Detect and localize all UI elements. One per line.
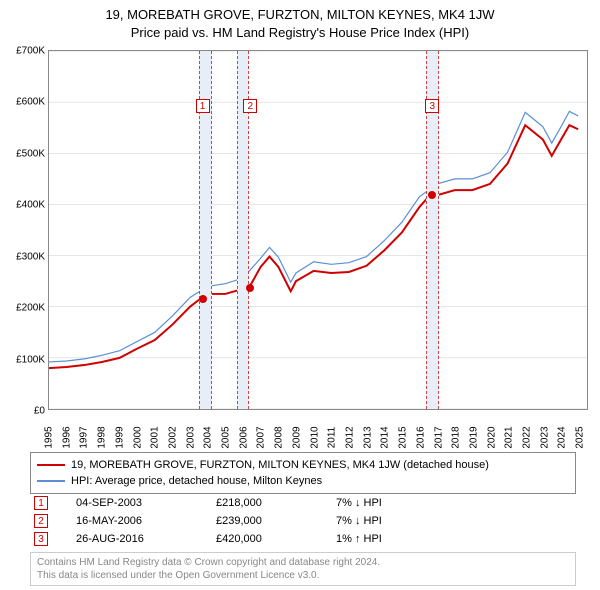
marker-delta: 7% ↓ HPI [336,515,382,527]
marker-table-row: 2 16-MAY-2006£239,0007% ↓ HPI [30,512,576,530]
x-tick-label: 2002 [167,423,178,453]
x-tick-label: 2020 [486,423,497,453]
x-tick-label: 2011 [327,423,338,453]
x-tick-label: 2001 [150,423,161,453]
marker-delta: 7% ↓ HPI [336,497,382,509]
marker-price: £420,000 [216,533,336,545]
x-tick-label: 1999 [114,423,125,453]
y-tick-label: £100K [5,354,45,365]
marker-num-box: 2 [34,514,48,528]
x-tick-label: 2023 [539,423,550,453]
x-tick-label: 2008 [274,423,285,453]
event-dot [428,191,436,199]
x-tick-label: 2014 [380,423,391,453]
event-dot [246,284,254,292]
title-line2: Price paid vs. HM Land Registry's House … [0,24,600,42]
marker-date: 04-SEP-2003 [76,497,216,509]
marker-price: £239,000 [216,515,336,527]
legend-row: 19, MOREBATH GROVE, FURZTON, MILTON KEYN… [37,457,569,473]
marker-delta: 1% ↑ HPI [336,533,382,545]
marker-num-box: 3 [34,532,48,546]
marker-date: 16-MAY-2006 [76,515,216,527]
chart-container: 19, MOREBATH GROVE, FURZTON, MILTON KEYN… [0,0,600,590]
markers-table: 1 04-SEP-2003£218,0007% ↓ HPI 2 16-MAY-2006… [30,494,576,548]
x-tick-label: 2019 [468,423,479,453]
x-tick-label: 2000 [132,423,143,453]
event-marker-box: 2 [243,99,257,113]
x-tick-label: 2015 [398,423,409,453]
event-marker-box: 1 [196,99,210,113]
x-tick-label: 2005 [221,423,232,453]
y-tick-label: £500K [5,148,45,159]
legend-label: HPI: Average price, detached house, Milt… [71,475,322,487]
event-dot [199,295,207,303]
x-tick-label: 2024 [557,423,568,453]
legend-label: 19, MOREBATH GROVE, FURZTON, MILTON KEYN… [71,459,489,471]
x-tick-label: 2006 [238,423,249,453]
legend-swatch [37,464,65,466]
x-tick-label: 1996 [61,423,72,453]
chart-svg [49,51,587,409]
marker-price: £218,000 [216,497,336,509]
y-tick-label: £200K [5,303,45,314]
x-tick-label: 2009 [291,423,302,453]
y-tick-label: £700K [5,46,45,57]
event-marker-box: 3 [425,99,439,113]
chart-plot-area: £0£100K£200K£300K£400K£500K£600K£700K199… [48,50,588,410]
title-line1: 19, MOREBATH GROVE, FURZTON, MILTON KEYN… [0,6,600,24]
x-tick-label: 2021 [504,423,515,453]
x-tick-label: 2017 [433,423,444,453]
x-tick-label: 2012 [344,423,355,453]
x-tick-label: 2013 [362,423,373,453]
marker-num-box: 1 [34,496,48,510]
x-tick-label: 2010 [309,423,320,453]
legend-swatch [37,480,65,481]
marker-table-row: 3 26-AUG-2016£420,0001% ↑ HPI [30,530,576,548]
y-tick-label: £300K [5,251,45,262]
footer-line2: This data is licensed under the Open Gov… [37,569,569,582]
x-tick-label: 1997 [79,423,90,453]
x-tick-label: 1998 [97,423,108,453]
x-tick-label: 2022 [522,423,533,453]
y-tick-label: £600K [5,97,45,108]
series-hpi [49,111,578,362]
legend: 19, MOREBATH GROVE, FURZTON, MILTON KEYN… [30,452,576,494]
y-tick-label: £0 [5,406,45,417]
x-tick-label: 2018 [451,423,462,453]
footer: Contains HM Land Registry data © Crown c… [30,552,576,586]
marker-table-row: 1 04-SEP-2003£218,0007% ↓ HPI [30,494,576,512]
x-tick-label: 2025 [575,423,586,453]
x-tick-label: 2016 [415,423,426,453]
legend-row: HPI: Average price, detached house, Milt… [37,473,569,489]
x-tick-label: 2007 [256,423,267,453]
footer-line1: Contains HM Land Registry data © Crown c… [37,556,569,569]
x-tick-label: 1995 [44,423,55,453]
x-tick-label: 2004 [203,423,214,453]
title-block: 19, MOREBATH GROVE, FURZTON, MILTON KEYN… [0,0,600,42]
marker-date: 26-AUG-2016 [76,533,216,545]
x-tick-label: 2003 [185,423,196,453]
y-tick-label: £400K [5,200,45,211]
